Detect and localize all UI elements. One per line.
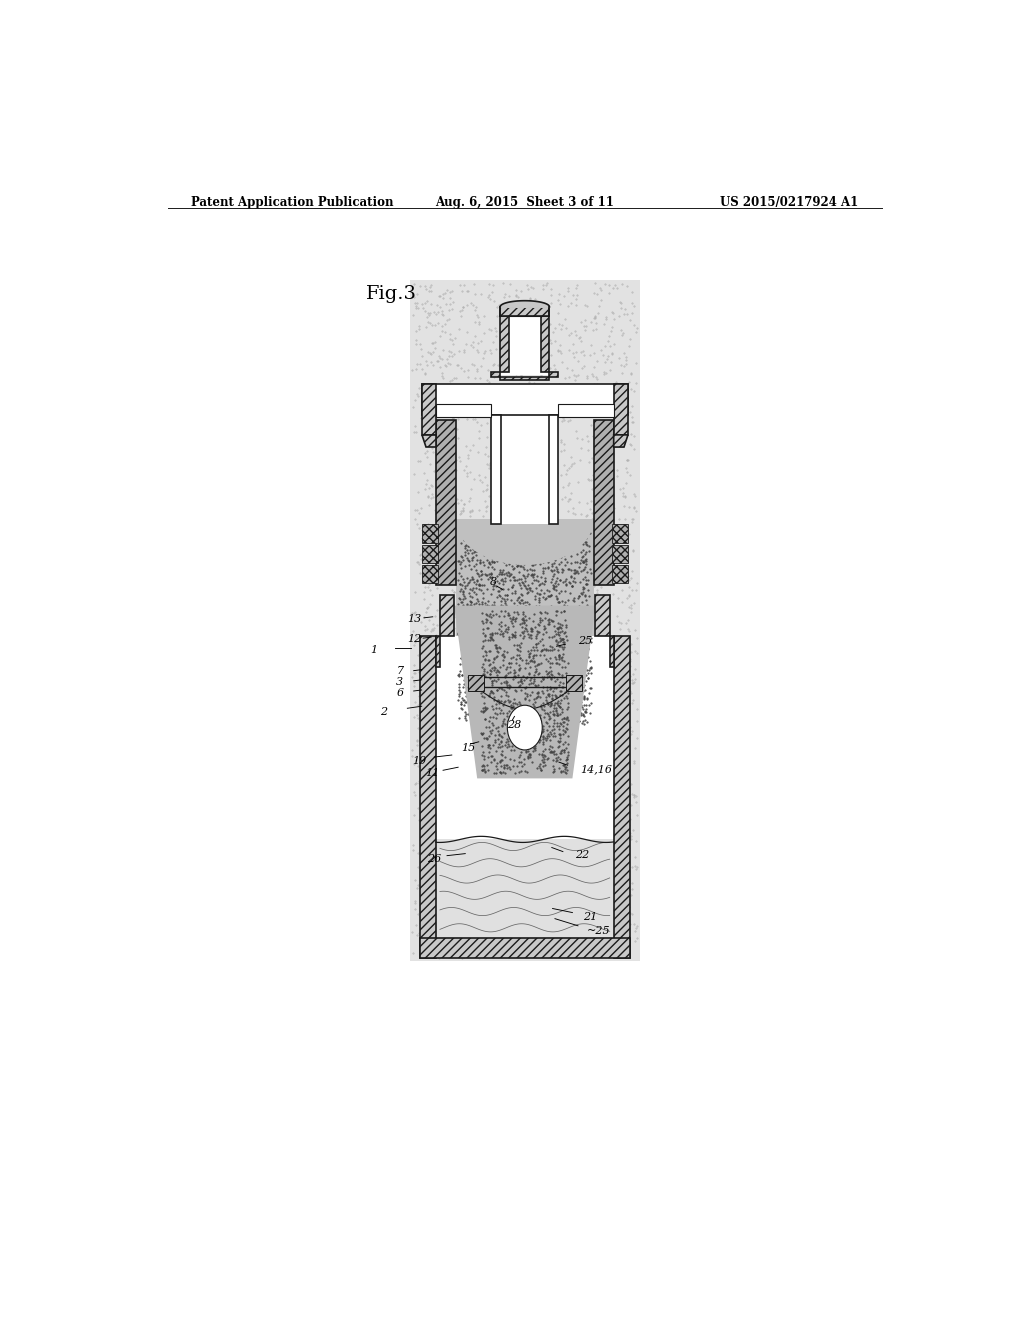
Polygon shape (492, 372, 558, 380)
Text: Aug. 6, 2015  Sheet 3 of 11: Aug. 6, 2015 Sheet 3 of 11 (435, 195, 614, 209)
Text: 22: 22 (574, 850, 589, 859)
Text: 15: 15 (461, 743, 475, 752)
Bar (456, 519, 594, 727)
Circle shape (507, 705, 543, 750)
Text: 21: 21 (584, 912, 598, 921)
Text: 13: 13 (408, 614, 422, 624)
Text: 11: 11 (426, 768, 440, 779)
Polygon shape (436, 636, 440, 667)
Bar (501, 414, 549, 524)
Polygon shape (422, 545, 437, 562)
Text: 3: 3 (396, 677, 403, 686)
Bar (509, 315, 541, 372)
Polygon shape (609, 636, 613, 667)
Text: 25: 25 (578, 636, 592, 647)
Polygon shape (455, 606, 595, 779)
Text: 26: 26 (427, 854, 441, 863)
Bar (436, 404, 492, 417)
Polygon shape (594, 420, 613, 585)
Bar (422, 384, 628, 414)
Polygon shape (541, 315, 550, 372)
Polygon shape (422, 565, 437, 583)
Polygon shape (420, 939, 630, 958)
Polygon shape (595, 595, 609, 636)
Polygon shape (422, 434, 436, 447)
Bar (492, 414, 501, 524)
Polygon shape (612, 565, 628, 583)
Polygon shape (468, 675, 483, 690)
Text: Fig.3: Fig.3 (367, 285, 417, 304)
Text: 12: 12 (408, 634, 422, 644)
Polygon shape (613, 434, 628, 447)
Polygon shape (422, 524, 437, 543)
Polygon shape (422, 384, 436, 434)
Bar (436, 636, 613, 939)
Text: 28: 28 (507, 719, 521, 730)
Polygon shape (436, 420, 456, 585)
Text: 8: 8 (489, 577, 497, 587)
Text: 2: 2 (380, 708, 387, 717)
Bar (500, 371, 550, 375)
Polygon shape (613, 636, 630, 958)
Bar (558, 404, 613, 417)
Text: 1: 1 (370, 645, 377, 655)
Bar (436, 840, 613, 939)
Polygon shape (456, 519, 594, 565)
Text: US 2015/0217924 A1: US 2015/0217924 A1 (720, 195, 858, 209)
Text: 7: 7 (396, 665, 403, 676)
Text: Patent Application Publication: Patent Application Publication (191, 195, 394, 209)
Polygon shape (440, 595, 455, 636)
Bar (549, 414, 558, 524)
Text: 6: 6 (396, 688, 403, 698)
Polygon shape (612, 524, 628, 543)
Text: 14,16: 14,16 (581, 764, 612, 775)
Bar (410, 280, 640, 961)
Text: 19: 19 (412, 756, 426, 766)
Polygon shape (500, 306, 550, 315)
Text: ~25: ~25 (587, 927, 610, 936)
Polygon shape (613, 384, 628, 434)
Polygon shape (500, 315, 509, 372)
Polygon shape (612, 545, 628, 562)
Polygon shape (566, 675, 582, 690)
Polygon shape (420, 636, 436, 958)
